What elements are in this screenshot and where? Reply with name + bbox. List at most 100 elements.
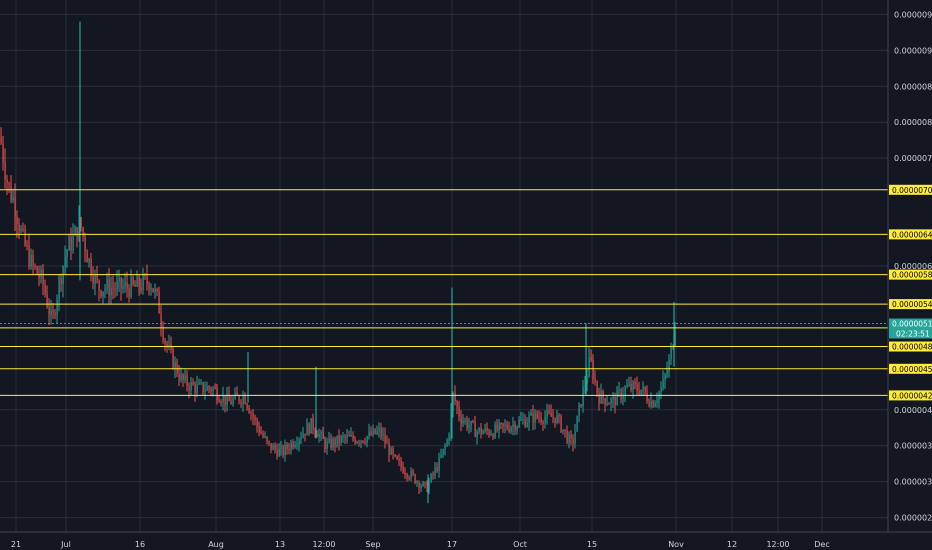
candle-body xyxy=(218,400,220,403)
candle-body xyxy=(294,444,296,447)
candle-body xyxy=(620,390,622,399)
candle-body xyxy=(200,382,202,384)
candle-body xyxy=(608,403,610,405)
candle-body xyxy=(214,388,216,390)
candle-body xyxy=(442,448,444,456)
candle-body xyxy=(492,434,494,438)
candle-body xyxy=(662,379,664,389)
candle-body xyxy=(636,384,638,391)
candle-body xyxy=(506,424,508,429)
candle-body xyxy=(110,287,112,296)
candle-body xyxy=(500,423,502,425)
candle-body xyxy=(152,288,154,292)
candle-body xyxy=(280,446,282,449)
current-price-badge[interactable] xyxy=(889,318,932,339)
candle-body xyxy=(186,375,188,387)
candles xyxy=(0,21,676,504)
candle-body xyxy=(358,441,360,443)
level-label-bg xyxy=(889,341,932,352)
candle-body xyxy=(656,400,658,403)
candle-body xyxy=(56,299,58,315)
time-tick-label: Aug xyxy=(208,540,224,549)
candle-body xyxy=(250,413,252,415)
candle-body xyxy=(310,418,312,434)
candle-body xyxy=(644,386,646,393)
time-tick-label: Jul xyxy=(60,540,71,549)
horizontal-levels[interactable]: 0.00000706 0.00000644 0.00000588 0.00000547… xyxy=(0,184,932,401)
candle-body xyxy=(172,349,174,369)
candle-body xyxy=(62,266,64,285)
candle-body xyxy=(568,434,570,443)
current-price-label: 0.00000514 xyxy=(892,320,932,329)
candle-body xyxy=(320,432,322,435)
candle-body xyxy=(240,401,242,404)
price-axis[interactable]: 0.00000950 0.00000900 0.00000850 0.00000800… xyxy=(887,0,932,532)
candle-body xyxy=(440,455,442,458)
time-tick-label: 12:00 xyxy=(766,540,789,549)
time-tick-label: Nov xyxy=(668,540,684,549)
candle-body xyxy=(542,422,544,424)
candle-body xyxy=(476,431,478,437)
candle-body xyxy=(58,278,60,300)
time-tick-label: 21 xyxy=(11,540,21,549)
candle-body xyxy=(114,288,116,290)
candle-body xyxy=(298,439,300,445)
candle-body xyxy=(264,436,266,438)
candle-body xyxy=(22,228,24,230)
candle-body xyxy=(64,257,66,267)
candle-body xyxy=(354,438,356,444)
candle-body xyxy=(586,376,588,385)
candle-body xyxy=(468,425,470,428)
candle-body xyxy=(560,415,562,432)
candle-body xyxy=(122,286,124,289)
candle-body xyxy=(174,362,176,369)
candle-body xyxy=(654,402,656,407)
candle-body xyxy=(260,432,262,434)
candle-body xyxy=(160,313,162,327)
candle-body xyxy=(90,258,92,276)
candle-body xyxy=(66,250,68,258)
candle-body xyxy=(398,459,400,461)
candle-body xyxy=(628,383,630,386)
candle-body xyxy=(378,427,380,431)
candle-body xyxy=(338,435,340,443)
level-label-bg xyxy=(889,229,932,240)
candle-body xyxy=(664,375,666,380)
candle-body xyxy=(626,385,628,388)
candle-body xyxy=(414,474,416,484)
candle-body xyxy=(420,485,422,488)
time-axis[interactable]: 21 Jul 16 Aug 13 12:00 Sep 17 Oct 15 Nov 12 12:00 Dec xyxy=(0,531,932,549)
candle-body xyxy=(318,434,320,438)
candle-body xyxy=(580,404,582,407)
candle-body xyxy=(88,258,90,263)
candle-body xyxy=(462,421,464,424)
time-tick-label: 12:00 xyxy=(312,540,335,549)
candle-body xyxy=(54,312,56,315)
candle-body xyxy=(546,410,548,418)
candle-body xyxy=(142,275,144,290)
candle-body xyxy=(302,433,304,438)
candle-body xyxy=(406,474,408,478)
candle-body xyxy=(176,362,178,374)
time-tick-label: Dec xyxy=(814,540,829,549)
price-tick-label: 0.00000300 xyxy=(894,478,932,487)
candle-body xyxy=(614,396,616,406)
candle-body xyxy=(256,419,258,427)
candle-body xyxy=(484,427,486,432)
candle-body xyxy=(210,388,212,392)
candle-body xyxy=(116,281,118,290)
candle-body xyxy=(206,386,208,391)
price-tick-label: 0.00000350 xyxy=(894,442,932,451)
candle-body xyxy=(544,417,546,424)
candle-body xyxy=(286,444,288,449)
candle-body xyxy=(472,421,474,423)
candle-body xyxy=(16,216,18,224)
candle-body xyxy=(194,384,196,394)
candle-body xyxy=(282,446,284,456)
candle-body xyxy=(518,420,520,427)
candle-body xyxy=(80,217,82,228)
candle-body xyxy=(254,417,256,420)
candle-body xyxy=(366,436,368,443)
